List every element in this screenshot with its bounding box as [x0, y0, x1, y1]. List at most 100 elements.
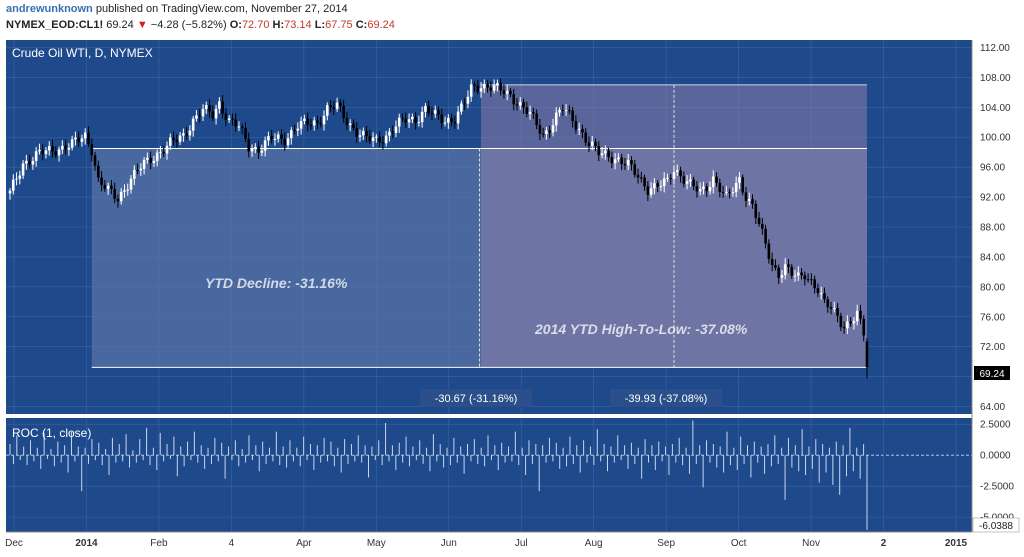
candle-body — [842, 327, 846, 329]
candle — [744, 186, 748, 208]
candle-body — [793, 275, 797, 277]
candle — [761, 217, 764, 235]
candle-body — [502, 90, 506, 94]
candle-body — [201, 108, 205, 117]
candle — [571, 107, 574, 128]
candle — [620, 153, 623, 171]
candle — [355, 121, 359, 143]
candle — [685, 175, 689, 190]
candle-body — [162, 151, 166, 154]
candle-body — [541, 133, 545, 135]
candle-body — [38, 149, 41, 152]
high-to-low-annotation: 2014 YTD High-To-Low: -37.08% — [534, 321, 748, 337]
candle — [574, 115, 578, 134]
candle-body — [613, 159, 617, 164]
candle — [450, 113, 453, 127]
candle — [741, 174, 745, 196]
candle — [738, 171, 741, 189]
candle-body — [852, 321, 856, 324]
candle — [397, 113, 401, 133]
candle — [679, 166, 682, 183]
candle — [502, 84, 506, 99]
candle-body — [551, 125, 555, 133]
candle-body — [623, 163, 627, 166]
candle — [479, 82, 483, 98]
candle — [116, 194, 120, 208]
candle — [129, 175, 133, 194]
candle — [15, 172, 18, 186]
candle-body — [479, 88, 483, 92]
candle-body — [361, 130, 365, 136]
candle-body — [522, 102, 525, 108]
candle — [810, 273, 813, 286]
high-low-change-label: -39.93 (-37.08%) — [625, 393, 708, 405]
candle — [18, 170, 22, 185]
candle — [31, 156, 35, 170]
symbol-label[interactable]: NYMEX_EOD:CL1! — [6, 19, 104, 31]
candle-body — [437, 110, 440, 115]
candle — [309, 118, 313, 130]
candle-body — [123, 190, 126, 192]
candle — [293, 124, 296, 135]
candle — [852, 317, 856, 330]
candle — [433, 105, 437, 118]
open-label: O: — [229, 19, 242, 31]
candle-body — [774, 265, 777, 268]
candle — [698, 182, 702, 196]
price-tick-label: 88.00 — [980, 223, 1005, 234]
candle-body — [640, 177, 643, 179]
candle-body — [486, 83, 489, 88]
candle — [610, 151, 614, 169]
candle — [247, 132, 251, 158]
candle — [486, 79, 489, 93]
candle — [146, 152, 149, 164]
candle — [476, 79, 480, 95]
candle — [267, 131, 270, 146]
candle — [636, 168, 640, 184]
candle — [430, 106, 434, 121]
candle-body — [711, 176, 715, 188]
candle-body — [761, 224, 764, 229]
candle — [437, 106, 440, 121]
candle — [842, 321, 846, 334]
candle-body — [721, 191, 725, 193]
candle — [188, 125, 192, 141]
candle — [54, 146, 58, 159]
time-tick-label: Dec — [5, 538, 23, 549]
candle — [296, 122, 300, 137]
candle — [149, 151, 152, 170]
candle-body — [404, 118, 408, 123]
candle — [270, 129, 273, 144]
low-value: 67.75 — [325, 19, 353, 31]
candle — [823, 287, 826, 303]
chart-header: andrewunknown published on TradingView.c… — [0, 0, 1024, 36]
candle-body — [734, 182, 738, 193]
candle — [303, 114, 306, 125]
candle-body — [80, 138, 84, 142]
candle-body — [594, 141, 597, 146]
candle — [191, 116, 195, 137]
candle-body — [352, 123, 355, 129]
candle-body — [630, 160, 633, 165]
candle-body — [67, 147, 71, 150]
candle — [656, 180, 659, 193]
candle-body — [132, 169, 136, 179]
candle — [119, 187, 123, 205]
candle-body — [129, 178, 133, 190]
candle — [182, 128, 185, 142]
candle — [381, 136, 385, 150]
candle-body — [11, 179, 15, 191]
candle — [613, 153, 617, 170]
candle — [25, 154, 28, 170]
candle-body — [368, 136, 372, 142]
candle — [747, 192, 751, 206]
author-link[interactable]: andrewunknown — [6, 3, 93, 15]
candle-body — [610, 157, 614, 164]
candle-body — [790, 266, 794, 276]
candle — [587, 136, 591, 153]
candle — [227, 115, 231, 123]
candle — [414, 111, 417, 130]
candle — [633, 159, 637, 178]
candle-body — [633, 164, 637, 175]
